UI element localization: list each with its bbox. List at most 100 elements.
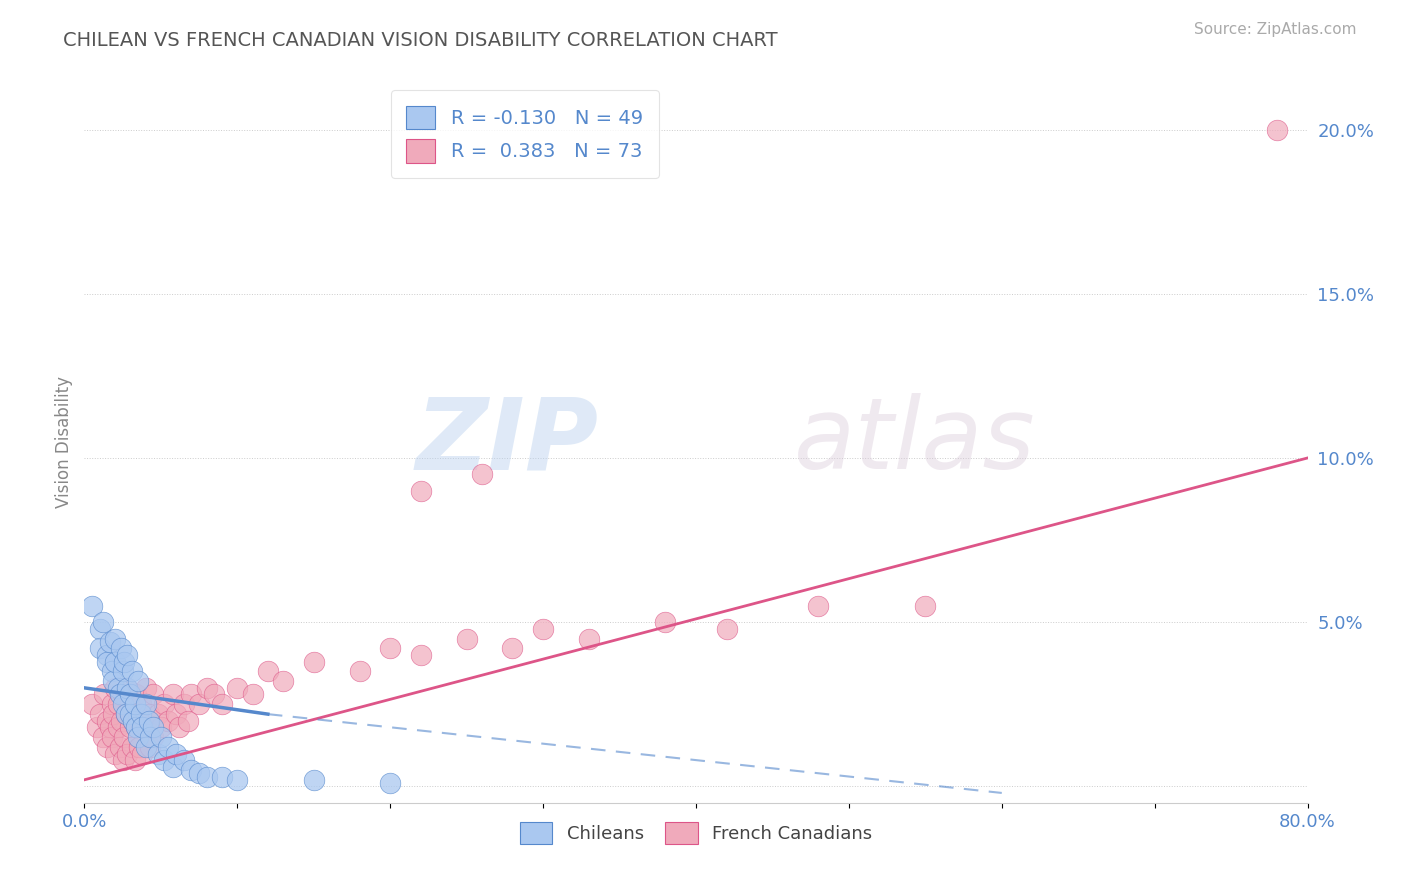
Point <box>135 720 157 734</box>
Point <box>188 698 211 712</box>
Point <box>120 707 142 722</box>
Point <box>349 665 371 679</box>
Point <box>127 730 149 744</box>
Point <box>107 681 129 695</box>
Point <box>409 483 432 498</box>
Point <box>104 632 127 646</box>
Point <box>149 720 172 734</box>
Point <box>162 687 184 701</box>
Point <box>112 730 135 744</box>
Point <box>211 770 233 784</box>
Point <box>914 599 936 613</box>
Point <box>138 714 160 728</box>
Text: Source: ZipAtlas.com: Source: ZipAtlas.com <box>1194 22 1357 37</box>
Point <box>104 655 127 669</box>
Point <box>101 730 124 744</box>
Point <box>129 707 152 722</box>
Point <box>111 698 134 712</box>
Point <box>716 622 738 636</box>
Point <box>162 760 184 774</box>
Point <box>271 674 294 689</box>
Point <box>111 665 134 679</box>
Point <box>125 720 148 734</box>
Point <box>125 720 148 734</box>
Point <box>226 772 249 787</box>
Point <box>302 655 325 669</box>
Point <box>142 730 165 744</box>
Point <box>135 698 157 712</box>
Point <box>1265 122 1288 136</box>
Point <box>111 753 134 767</box>
Point <box>91 730 114 744</box>
Point <box>471 467 494 482</box>
Point <box>142 687 165 701</box>
Point <box>101 698 124 712</box>
Point <box>153 753 176 767</box>
Point <box>98 635 121 649</box>
Point <box>129 698 152 712</box>
Point <box>115 681 138 695</box>
Point <box>807 599 830 613</box>
Point <box>91 615 114 630</box>
Point <box>124 753 146 767</box>
Point <box>101 665 124 679</box>
Point <box>257 665 280 679</box>
Point <box>131 720 153 734</box>
Text: atlas: atlas <box>794 393 1035 490</box>
Point <box>121 739 143 754</box>
Point <box>188 766 211 780</box>
Point <box>112 655 135 669</box>
Point <box>157 739 180 754</box>
Point <box>80 698 103 712</box>
Point <box>127 674 149 689</box>
Point <box>108 687 131 701</box>
Point <box>96 739 118 754</box>
Point <box>115 747 138 761</box>
Point <box>111 687 134 701</box>
Point <box>104 747 127 761</box>
Point <box>120 720 142 734</box>
Point <box>103 707 125 722</box>
Point <box>89 641 111 656</box>
Point <box>110 714 132 728</box>
Point <box>139 739 162 754</box>
Point <box>180 763 202 777</box>
Point <box>128 739 150 754</box>
Point <box>107 720 129 734</box>
Point <box>89 622 111 636</box>
Point <box>578 632 600 646</box>
Point <box>302 772 325 787</box>
Point <box>131 747 153 761</box>
Point <box>138 707 160 722</box>
Point <box>96 648 118 662</box>
Point <box>86 720 108 734</box>
Point <box>96 655 118 669</box>
Legend: Chileans, French Canadians: Chileans, French Canadians <box>512 815 880 852</box>
Point <box>211 698 233 712</box>
Point <box>380 776 402 790</box>
Point <box>502 641 524 656</box>
Point <box>115 681 138 695</box>
Point <box>89 707 111 722</box>
Point <box>146 707 169 722</box>
Point <box>122 714 145 728</box>
Point <box>180 687 202 701</box>
Point <box>98 720 121 734</box>
Point <box>114 707 136 722</box>
Point <box>149 730 172 744</box>
Point <box>135 681 157 695</box>
Point <box>93 687 115 701</box>
Y-axis label: Vision Disability: Vision Disability <box>55 376 73 508</box>
Point <box>115 648 138 662</box>
Point <box>202 687 225 701</box>
Point <box>456 632 478 646</box>
Point <box>104 681 127 695</box>
Point <box>125 687 148 701</box>
Point <box>121 665 143 679</box>
Point <box>103 674 125 689</box>
Point <box>122 714 145 728</box>
Point <box>167 720 190 734</box>
Point <box>120 698 142 712</box>
Point <box>409 648 432 662</box>
Point <box>195 770 218 784</box>
